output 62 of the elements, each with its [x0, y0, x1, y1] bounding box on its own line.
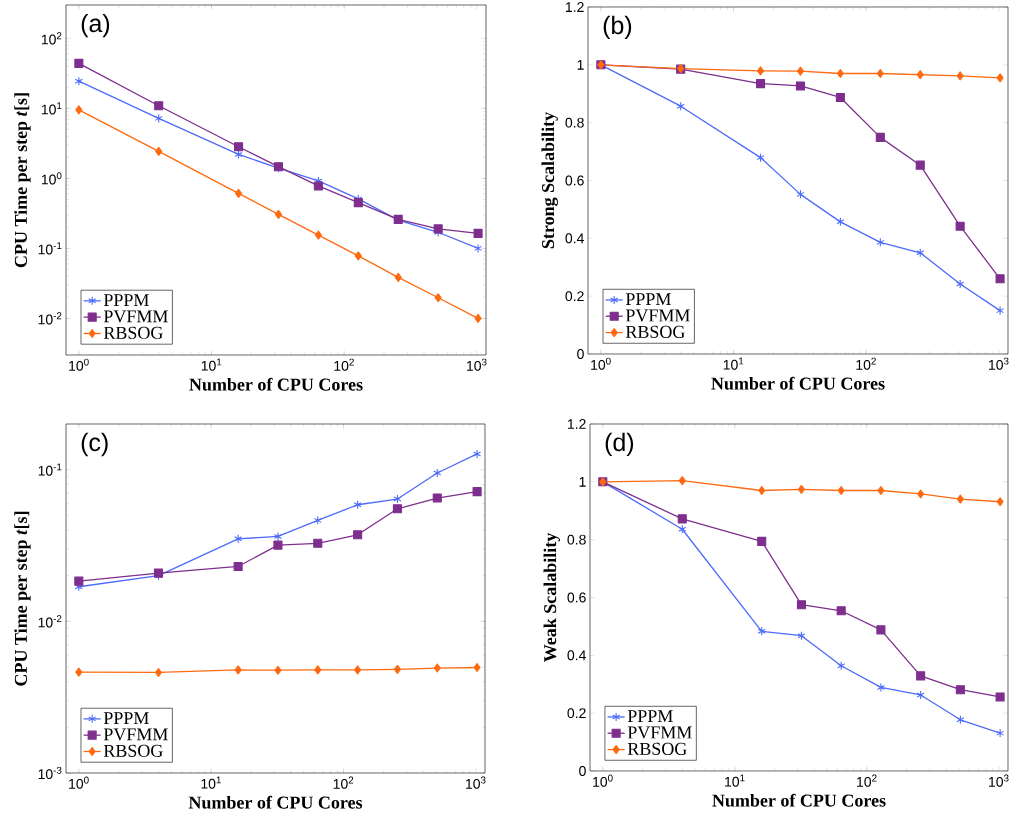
- legend-label: PPPM: [103, 712, 149, 725]
- x-tick-label: 10$^{0}$: [69, 358, 89, 371]
- x-tick-label: 10$^{0}$: [593, 774, 613, 787]
- x-tick-label: 10$^{3}$: [466, 776, 486, 789]
- x-tick-label: 10$^{0}$: [69, 776, 89, 789]
- legend-label: PPPM: [103, 294, 149, 306]
- x-tick-label: 10$^{2}$: [857, 774, 877, 787]
- annotation: (c): [81, 432, 108, 457]
- y-axis-title: CPU Time per step t[s]: [14, 93, 31, 268]
- y-tick-label: 0: [579, 766, 586, 776]
- x-tick-label: 10$^{3}$: [989, 357, 1009, 370]
- y-tick-label: 10$^{-1}$: [38, 242, 62, 255]
- y-tick-label: 0.6: [565, 175, 584, 186]
- y-tick-label: 0: [577, 349, 584, 359]
- x-axis-title: Number of CPU Cores: [711, 376, 885, 390]
- legend-label: RBSOG: [103, 744, 163, 757]
- x-tick-label: 10$^{0}$: [591, 357, 611, 370]
- y-axis-title: Strong Scalability: [541, 112, 558, 249]
- legend-label: RBSOG: [627, 742, 687, 755]
- x-tick-label: 10$^{3}$: [989, 774, 1009, 787]
- x-axis-title: Number of CPU Cores: [189, 377, 363, 391]
- y-axis-title: Weak Scalability: [543, 532, 560, 662]
- y-tick-label: 1.2: [565, 2, 584, 12]
- y-tick-label: 0.4: [565, 233, 584, 244]
- y-tick-label: 10$^{-2}$: [38, 615, 62, 628]
- legend-label: PVFMM: [627, 726, 692, 739]
- y-tick-label: 10$^{0}$: [41, 172, 62, 185]
- legend-label: PVFMM: [103, 310, 168, 323]
- y-tick-label: 10$^{-1}$: [38, 463, 62, 476]
- y-tick-label: 10$^{2}$: [41, 32, 62, 45]
- x-tick-label: 10$^{1}$: [201, 776, 221, 789]
- legend-label: RBSOG: [103, 326, 163, 339]
- x-tick-label: 10$^{2}$: [334, 358, 354, 371]
- y-tick-label: 10$^{-2}$: [38, 312, 62, 325]
- x-tick-label: 10$^{2}$: [856, 357, 876, 370]
- y-tick-label: 10$^{1}$: [41, 102, 62, 115]
- annotation: (a): [81, 13, 110, 38]
- y-tick-label: 0.2: [567, 708, 586, 719]
- y-tick-label: 0.8: [565, 117, 584, 128]
- annotation: (b): [603, 15, 632, 40]
- y-tick-label: 0.2: [565, 291, 584, 302]
- x-tick-label: 10$^{1}$: [201, 358, 222, 371]
- legend-label: PPPM: [625, 293, 671, 306]
- x-tick-label: 10$^{1}$: [723, 357, 744, 370]
- y-tick-label: 1: [577, 60, 584, 70]
- x-axis-title: Number of CPU Cores: [712, 793, 886, 807]
- legend-label: PVFMM: [103, 728, 168, 741]
- legend-label: PPPM: [627, 710, 673, 723]
- x-tick-label: 10$^{2}$: [333, 776, 354, 789]
- x-tick-label: 10$^{1}$: [725, 774, 745, 787]
- y-axis-title: CPU Time per step t[s]: [14, 511, 31, 686]
- y-tick-label: 0.8: [567, 534, 586, 545]
- annotation: (d): [605, 432, 634, 457]
- legend-label: PVFMM: [625, 309, 690, 322]
- y-tick-label: 0.4: [567, 650, 586, 661]
- x-tick-label: 10$^{3}$: [467, 358, 487, 371]
- legend-label: RBSOG: [625, 325, 685, 338]
- y-tick-label: 1: [579, 477, 586, 487]
- y-tick-label: 0.6: [567, 592, 586, 603]
- y-tick-label: 10$^{-3}$: [38, 766, 62, 780]
- y-tick-label: 1.2: [567, 419, 586, 429]
- x-axis-title: Number of CPU Cores: [188, 795, 363, 809]
